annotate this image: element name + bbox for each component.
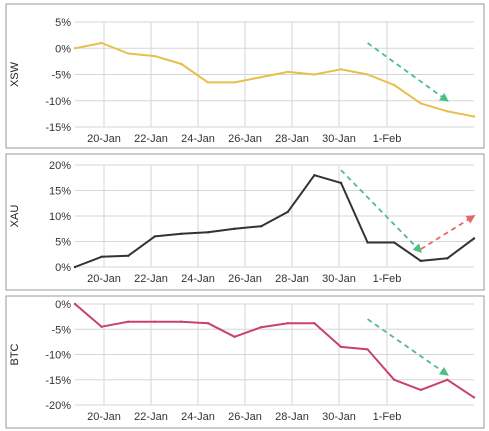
xsw-x-tick-label: 24-Jan (181, 133, 215, 145)
xsw-x-tick-label: 22-Jan (134, 133, 168, 145)
xsw-data-point (472, 115, 476, 118)
btc-x-tick-label: 24-Jan (181, 411, 215, 423)
xsw-data-point (446, 110, 449, 113)
xau-data-point (446, 257, 449, 260)
btc-data-point (313, 321, 316, 325)
xsw-series-line (74, 42, 475, 118)
xau-data-point (366, 241, 369, 244)
xsw-x-tick-label: 30-Jan (322, 133, 356, 145)
btc-x-tick-label: 28-Jan (275, 411, 309, 423)
xau-x-tick-label: 30-Jan (322, 273, 356, 285)
xau-panel-frame (5, 153, 485, 291)
btc-data-point (206, 321, 210, 325)
xau-y-tick-label: 10% (49, 211, 71, 223)
xau-data-point (233, 227, 236, 230)
btc-x-tick-label: 22-Jan (134, 411, 168, 423)
btc-data-point (446, 378, 449, 381)
btc-trend-arrow-down (367, 318, 449, 376)
xau-series-line (74, 174, 475, 268)
btc-data-point (100, 325, 103, 328)
xau-trend-arrow-down (340, 169, 423, 253)
btc-x-tick-label: 26-Jan (228, 411, 262, 423)
xau-x-tick-label: 28-Jan (275, 273, 309, 285)
btc-data-point (180, 320, 183, 323)
xau-trend-arrow-up (420, 215, 476, 250)
xau-data-point (153, 235, 156, 238)
xsw-data-point (366, 73, 369, 76)
btc-y-tick-label: -20% (45, 400, 71, 412)
xsw-data-point (339, 68, 343, 71)
xau-data-point (180, 232, 183, 236)
xau-data-point (73, 265, 77, 269)
btc-data-point (260, 326, 263, 329)
xau-data-point (286, 210, 289, 214)
btc-series-line (74, 303, 475, 399)
xsw-data-point (180, 62, 183, 66)
btc-y-tick-label: 0% (55, 299, 71, 311)
xau-data-point (419, 259, 422, 263)
btc-y-tick-label: -10% (45, 350, 71, 362)
xsw-x-tick-label: 1-Feb (373, 133, 402, 145)
xau-y-tick-label: 5% (55, 237, 71, 249)
btc-data-point (73, 302, 77, 306)
xsw-data-point (313, 73, 316, 76)
xau-y-tick-label: 0% (55, 262, 71, 274)
xsw-y-tick-label: 0% (55, 43, 71, 55)
xsw-y-tick-label: -10% (45, 96, 71, 108)
xsw-y-tick-label: -5% (51, 70, 71, 82)
xsw-y-axis-label: XSW (9, 61, 21, 87)
xsw-data-point (127, 52, 130, 55)
xau-x-tick-label: 20-Jan (87, 273, 121, 285)
btc-data-point (472, 396, 476, 399)
btc-y-tick-label: -5% (51, 324, 71, 336)
xsw-data-point (233, 81, 236, 84)
xsw-data-point (419, 102, 422, 105)
xsw-panel-frame (5, 3, 485, 149)
xsw-data-point (260, 75, 263, 79)
xau-x-tick-label: 24-Jan (181, 273, 215, 285)
btc-data-point (127, 320, 130, 323)
xau-data-point (260, 225, 263, 228)
xsw-data-point (393, 83, 396, 87)
btc-data-point (286, 321, 289, 325)
btc-data-point (153, 320, 156, 323)
xau-x-tick-label: 1-Feb (373, 273, 402, 285)
btc-data-point (233, 335, 236, 339)
xsw-x-tick-label: 26-Jan (228, 133, 262, 145)
btc-x-tick-label: 1-Feb (373, 411, 402, 423)
xau-data-point (393, 241, 396, 244)
xsw-data-point (100, 41, 103, 45)
xsw-x-tick-label: 20-Jan (87, 133, 121, 145)
btc-data-point (393, 378, 396, 381)
xsw-data-point (73, 47, 77, 50)
xau-data-point (313, 174, 316, 177)
xsw-y-tick-label: 5% (55, 17, 71, 29)
btc-x-tick-label: 20-Jan (87, 411, 121, 423)
xau-x-tick-label: 26-Jan (228, 273, 262, 285)
xau-data-point (339, 181, 343, 185)
xau-y-tick-label: 20% (49, 160, 71, 172)
xau-y-axis-label: XAU (9, 205, 21, 228)
xau-data-point (206, 231, 210, 234)
xau-data-point (472, 237, 476, 240)
btc-data-point (339, 345, 343, 349)
xsw-data-point (153, 54, 156, 58)
btc-y-tick-label: -15% (45, 375, 71, 387)
xsw-x-tick-label: 28-Jan (275, 133, 309, 145)
btc-data-point (419, 388, 422, 392)
btc-y-axis-label: BTC (9, 343, 21, 365)
xsw-trend-arrow-down (367, 42, 449, 102)
btc-data-point (366, 348, 369, 351)
xsw-data-point (206, 81, 210, 84)
xau-x-tick-label: 22-Jan (134, 273, 168, 285)
xau-data-point (100, 255, 103, 258)
xsw-y-tick-label: -15% (45, 122, 71, 134)
xsw-data-point (286, 70, 289, 74)
xau-y-tick-label: 15% (49, 186, 71, 198)
btc-panel-frame (5, 295, 485, 429)
btc-x-tick-label: 30-Jan (322, 411, 356, 423)
xau-data-point (127, 254, 130, 257)
